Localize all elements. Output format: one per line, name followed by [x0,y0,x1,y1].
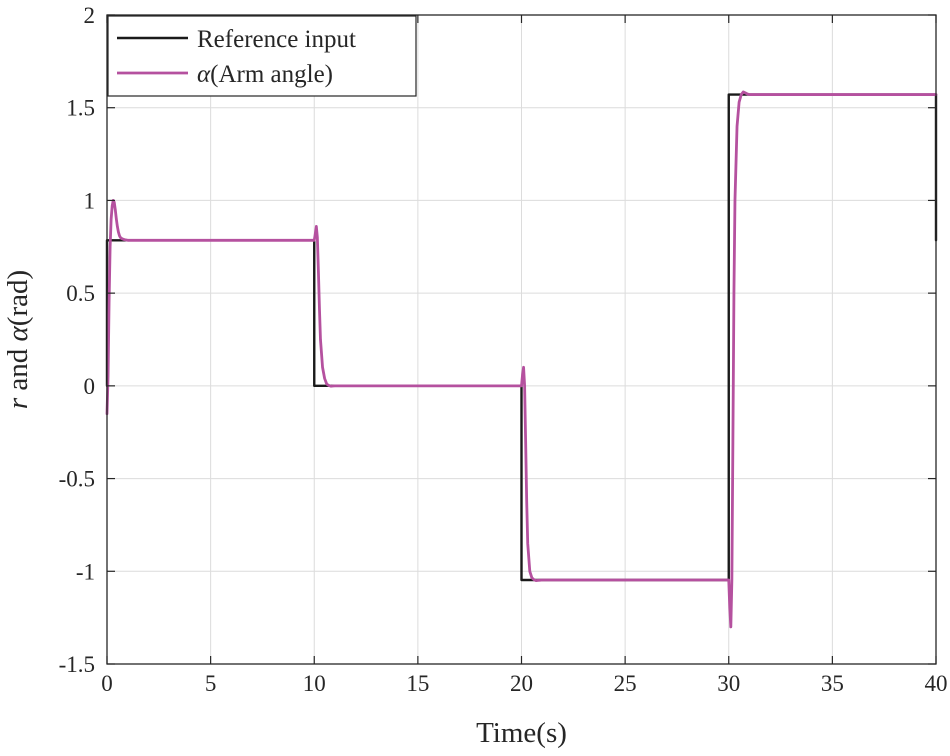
y-tick-label: 1.5 [66,96,95,121]
y-tick-label: 0.5 [66,281,95,306]
legend-label: α(Arm angle) [197,61,333,88]
series-line-arm-angle [105,90,938,629]
legend-label-part: Reference input [197,26,356,53]
x-tick-label: 20 [510,671,533,696]
y-axis-title-part: (rad) [2,270,34,326]
y-axis-title-part: and [2,341,34,397]
y-tick-label: 1 [84,188,96,213]
legend-label-part: (Arm angle) [210,61,333,88]
x-tick-label: 30 [717,671,740,696]
y-tick-label: 2 [84,3,96,28]
y-axis-title-part: r [2,397,34,409]
x-tick-label: 25 [614,671,637,696]
x-tick-label: 10 [303,671,326,696]
y-axis-title: r and α(rad) [2,270,34,409]
y-tick-label: 0 [84,374,96,399]
y-tick-label: -1.5 [59,652,95,677]
y-tick-label: -1 [76,559,95,584]
y-tick-label: -0.5 [59,467,95,492]
legend-label: Reference input [197,26,356,53]
x-tick-label: 15 [406,671,429,696]
y-tick-labels: -1.5 -1 -0.5 0 0.5 1 1.5 2 [59,3,95,677]
legend-label-part: α [197,61,211,88]
x-tick-label: 0 [101,671,113,696]
x-tick-label: 35 [821,671,844,696]
x-tick-label: 40 [925,671,948,696]
legend: Reference input α(Arm angle) [107,15,417,97]
tick-marks [106,14,937,665]
x-tick-label: 5 [205,671,217,696]
legend-box [107,15,417,97]
x-tick-labels: 0 5 10 15 20 25 30 35 40 [101,671,947,696]
x-axis-title: Time(s) [476,717,567,749]
y-axis-title-part: α [2,325,34,341]
series-lines [105,90,938,629]
